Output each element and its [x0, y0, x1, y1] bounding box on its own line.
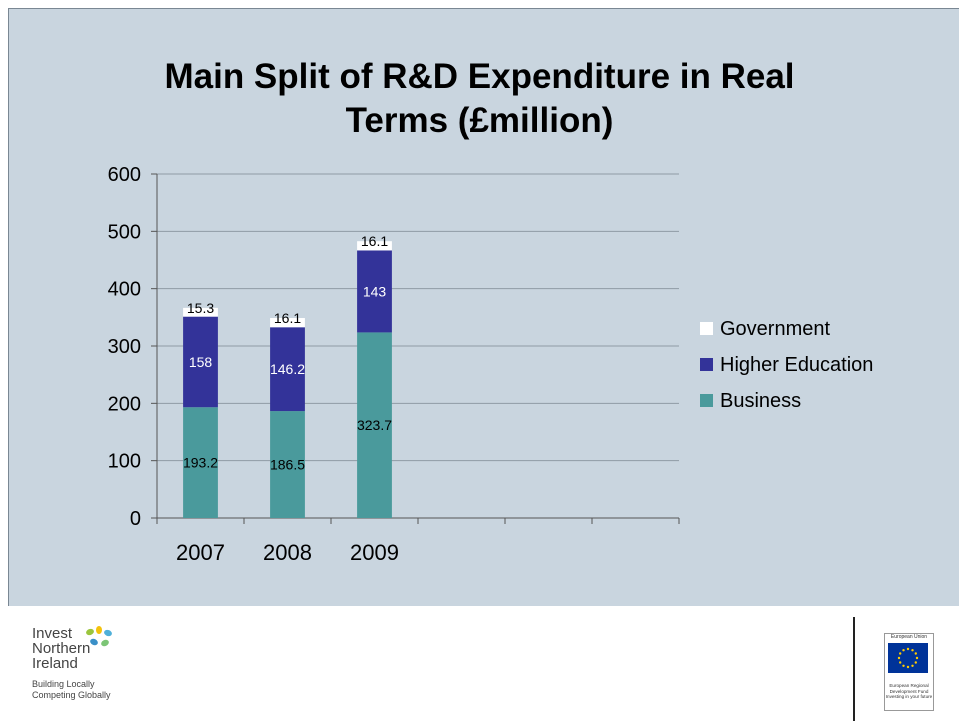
- y-tick-label: 600: [108, 164, 141, 186]
- x-tick-label: 2009: [350, 540, 399, 565]
- legend-label: Government: [720, 318, 830, 340]
- legend-label: Higher Education: [720, 354, 873, 376]
- eu-star-icon: [902, 649, 905, 652]
- eu-logo: European Union European Regional Develop…: [884, 633, 934, 711]
- footer-divider: [853, 617, 855, 721]
- invest-ni-logo: Invest Northern Ireland Building Locally…: [32, 626, 111, 701]
- bar-government-2009: [357, 241, 392, 251]
- eu-star-icon: [897, 656, 901, 660]
- eu-star-icon: [915, 656, 919, 660]
- data-label: 16.1: [274, 310, 301, 326]
- data-label: 16.1: [361, 233, 388, 249]
- chart-title: Main Split of R&D Expenditure in Real Te…: [164, 57, 795, 140]
- eu-star-icon: [902, 664, 905, 667]
- eu-logo-bottom-text: European Regional Development Fund Inves…: [885, 683, 933, 699]
- data-label: 323.7: [357, 417, 392, 433]
- eu-flag-background: [888, 643, 928, 673]
- y-tick-label: 500: [108, 221, 141, 243]
- bar-business-2009: [357, 332, 392, 518]
- x-tick-label: 2007: [176, 540, 225, 565]
- x-tick-label: 2008: [263, 540, 312, 565]
- eu-logo-top-text: European Union: [890, 634, 928, 640]
- eu-star-icon: [899, 661, 902, 664]
- data-label: 143: [363, 283, 387, 299]
- y-tick-label: 100: [108, 451, 141, 473]
- data-label: 193.2: [183, 455, 218, 471]
- eu-flag-icon: [888, 643, 928, 673]
- data-label: 15.3: [187, 300, 214, 316]
- data-label: 146.2: [270, 361, 305, 377]
- legend-swatch-government: [700, 322, 713, 335]
- invest-ni-leaf-icon: [86, 626, 112, 647]
- chart: 0 100 200 300 400 500 600 193.2 158 15.3 2007 186.5…: [108, 164, 874, 565]
- eu-star-icon: [911, 664, 914, 667]
- eu-star-icon: [906, 665, 910, 669]
- data-label: 186.5: [270, 457, 305, 473]
- brand-tagline: Building Locally Competing Globally: [32, 679, 111, 700]
- bar-business-2008: [270, 411, 305, 518]
- y-tick-label: 0: [130, 508, 141, 530]
- chart-panel: [8, 8, 959, 606]
- bar-higher-education-2008: [270, 327, 305, 412]
- bar-government-2008: [270, 318, 305, 328]
- bar-higher-education-2007: [183, 316, 218, 408]
- y-tick-label: 400: [108, 279, 141, 301]
- y-tick-label: 200: [108, 393, 141, 415]
- bar-higher-education-2009: [357, 250, 392, 333]
- legend-swatch-higher-education: [700, 358, 713, 371]
- eu-star-icon: [899, 652, 902, 655]
- eu-star-icon: [911, 649, 914, 652]
- eu-star-icon: [906, 647, 910, 651]
- eu-star-icon: [914, 652, 917, 655]
- eu-star-icon: [914, 661, 917, 664]
- legend-label: Business: [720, 390, 801, 412]
- brand-name: Invest Northern Ireland: [32, 625, 91, 672]
- y-tick-label: 300: [108, 336, 141, 358]
- bar-business-2007: [183, 407, 218, 518]
- data-label: 158: [189, 354, 213, 370]
- bar-government-2007: [183, 307, 218, 317]
- legend-swatch-business: [700, 394, 713, 407]
